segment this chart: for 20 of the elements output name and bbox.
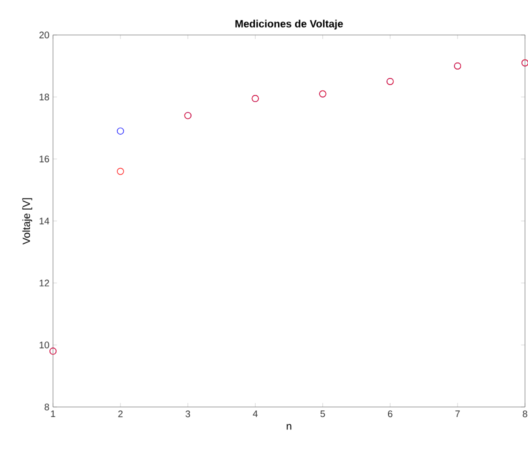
x-axis-title: n — [286, 424, 292, 430]
x-tick-label: 5 — [320, 410, 325, 418]
y-axis-title: Voltaje [V] — [22, 198, 32, 244]
x-tick-label: 7 — [455, 410, 460, 418]
x-tick-label: 2 — [118, 410, 123, 418]
x-tick-label: 1 — [51, 410, 56, 418]
y-tick-label: 12 — [40, 280, 50, 286]
x-tick-label: 8 — [522, 410, 528, 418]
y-tick-label: 14 — [40, 218, 50, 224]
y-tick-label: 20 — [39, 32, 50, 38]
x-tick-label: 3 — [186, 410, 190, 418]
point — [116, 128, 124, 135]
point — [116, 168, 124, 175]
x-tick-label: 4 — [252, 410, 258, 418]
x-tick-label: 6 — [388, 410, 392, 418]
y-tick-label: 8 — [44, 404, 50, 410]
y-tick-label: 18 — [40, 94, 50, 100]
y-tick-label: 16 — [40, 156, 50, 162]
chart-title: Mediciones de Voltaje — [235, 20, 343, 30]
y-tick-label: 10 — [40, 342, 50, 348]
